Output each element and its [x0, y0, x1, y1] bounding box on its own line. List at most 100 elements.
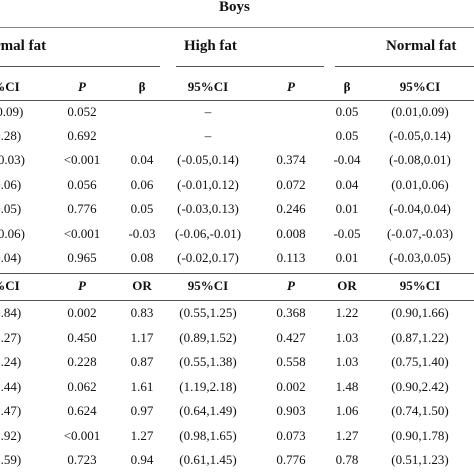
table-cell: <0.001: [63, 226, 101, 241]
table-cell: 0.113: [276, 250, 306, 265]
column-header: P: [78, 278, 86, 293]
header-rule-2: [0, 300, 474, 301]
table-cell: -,0.09): [0, 104, 24, 119]
table-cell: 0.01: [335, 201, 359, 216]
table-cell: (-0.02,0.17): [177, 250, 239, 265]
table-cell: 1.06: [335, 403, 359, 418]
table-cell: 0.073: [276, 428, 306, 443]
table-cell: (0.01,0.09): [391, 104, 449, 119]
table-cell: 1.61: [130, 379, 154, 394]
table-cell: -0.03: [128, 226, 156, 241]
table-cell: (-0.03,0.13): [177, 201, 239, 216]
column-header: 95%CI: [399, 79, 441, 94]
table-cell: (0.74,1.50): [391, 403, 449, 418]
table-cell: –: [204, 128, 212, 143]
table-cell: (0.75,1.40): [391, 354, 449, 369]
table-cell: (-0.07,-0.03): [386, 226, 454, 241]
table-cell: 0.05: [335, 104, 359, 119]
column-header: %CI: [0, 278, 20, 293]
table-cell: (0.90,2.42): [391, 379, 449, 394]
table-cell: (-0.03,0.05): [389, 250, 451, 265]
table-cell: (0.98,1.65): [179, 428, 237, 443]
table-cell: ,0.28): [0, 128, 22, 143]
table-cell: (0.61,1.45): [179, 452, 237, 467]
table-cell: .,-0.03): [0, 152, 25, 167]
table-cell: 0.97: [130, 403, 154, 418]
table-cell: (-0.08,0.01): [389, 152, 451, 167]
table-cell: -0.05: [333, 226, 361, 241]
table-cell: ,0.05): [0, 201, 22, 216]
table-cell: 0.228: [67, 354, 97, 369]
table-cell: 1.27: [130, 428, 154, 443]
column-header: 95%CI: [187, 79, 229, 94]
table-cell: 1.48: [335, 379, 359, 394]
section-rule: [0, 273, 474, 274]
table-cell: (0.90,1.78): [391, 428, 449, 443]
column-header: P: [287, 278, 295, 293]
column-header: β: [138, 79, 146, 94]
column-header: P: [78, 79, 86, 94]
table-cell: (0.55,1.25): [179, 305, 237, 320]
table-cell: 1.17: [130, 330, 154, 345]
table-cell: 0.723: [67, 452, 97, 467]
table-cell: 0.776: [67, 201, 97, 216]
table-cell: 0.06: [130, 177, 154, 192]
table-cell: 0.01: [335, 250, 359, 265]
table-cell: 0.002: [67, 305, 97, 320]
table-cell: 0.368: [276, 305, 306, 320]
table-cell: <0.001: [63, 428, 101, 443]
table-cell: (0.89,1.52): [179, 330, 237, 345]
table-cell: 0.624: [67, 403, 97, 418]
group-normal-fat-left: rmal fat: [0, 38, 47, 54]
table-cell: ,0.84): [0, 305, 22, 320]
table-cell: 0.056: [67, 177, 97, 192]
table-cell: (1.19,2.18): [179, 379, 237, 394]
column-header: P: [287, 79, 295, 94]
table-cell: ,0.04): [0, 250, 22, 265]
table-cell: 0.903: [276, 403, 306, 418]
table-cell: 1.27: [335, 428, 359, 443]
table-cell: 0.008: [276, 226, 306, 241]
group-normal-fat-right: Normal fat: [386, 38, 457, 54]
table-cell: 0.04: [130, 152, 154, 167]
table-cell: 0.450: [67, 330, 97, 345]
table-cell: ,1.92): [0, 428, 22, 443]
column-header: %CI: [0, 79, 20, 94]
column-header: 95%CI: [187, 278, 229, 293]
table-cell: (-0.01,0.12): [177, 177, 239, 192]
table-cell: ,1.27): [0, 330, 22, 345]
table-cell: 0.05: [130, 201, 154, 216]
table-cell: 0.965: [67, 250, 97, 265]
table-cell: ,2.44): [0, 379, 22, 394]
table-cell: 1.03: [335, 354, 359, 369]
header-rule: [0, 100, 474, 101]
table-cell: (-0.06,-0.01): [174, 226, 242, 241]
table-cell: 0.04: [335, 177, 359, 192]
table-cell: (0.51,1.23): [391, 452, 449, 467]
group-underline-left: [0, 66, 160, 67]
table-cell: 0.692: [67, 128, 97, 143]
column-header: β: [343, 79, 351, 94]
table-cell: 0.072: [276, 177, 306, 192]
group-underline-right: [335, 66, 474, 67]
table-cell: ,1.59): [0, 452, 22, 467]
table-cell: ,1.24): [0, 354, 22, 369]
table-cell: 0.776: [276, 452, 306, 467]
table-cell: ,0.06): [0, 177, 22, 192]
table-cell: (-0.04,0.04): [389, 201, 451, 216]
table-cell: 0.246: [276, 201, 306, 216]
table-cell: 0.052: [67, 104, 97, 119]
table-title: Boys: [219, 0, 250, 15]
table-cell: 0.83: [130, 305, 154, 320]
table-cell: (0.64,1.49): [179, 403, 237, 418]
table-cell: (-0.05,0.14): [177, 152, 239, 167]
divider-top: [0, 27, 474, 28]
table-cell: 0.05: [335, 128, 359, 143]
table-cell: .,-0.06): [0, 226, 25, 241]
table-cell: (0.87,1.22): [391, 330, 449, 345]
table-cell: 0.558: [276, 354, 306, 369]
table-cell: (-0.05,0.14): [389, 128, 451, 143]
table-cell: <0.001: [63, 152, 101, 167]
table-cell: -0.04: [333, 152, 361, 167]
column-header: OR: [337, 278, 357, 293]
